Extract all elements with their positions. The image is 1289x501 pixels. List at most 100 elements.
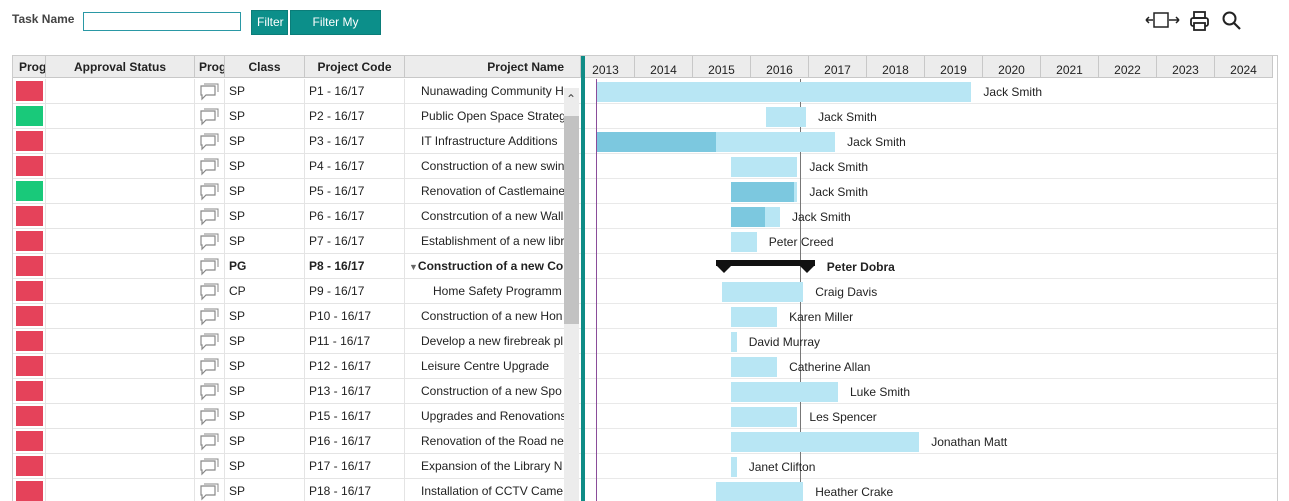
scrollbar-thumb[interactable] bbox=[564, 116, 579, 324]
project-name-cell[interactable]: Establishment of a new libr bbox=[405, 229, 581, 254]
comment-icon[interactable] bbox=[198, 257, 220, 277]
pane-splitter[interactable] bbox=[581, 56, 585, 501]
col-header-prog[interactable]: Prog bbox=[195, 56, 225, 77]
table-row[interactable]: SP P6 - 16/17 Constrcution of a new Wall bbox=[13, 204, 581, 229]
project-name-cell[interactable]: Develop a new firebreak pl bbox=[405, 329, 581, 354]
task-bar[interactable] bbox=[765, 107, 807, 127]
comment-icon[interactable] bbox=[198, 332, 220, 352]
table-row[interactable]: SP P2 - 16/17 Public Open Space Strateg bbox=[13, 104, 581, 129]
comment-cell bbox=[195, 204, 225, 229]
project-name-text: Construction of a new swin bbox=[421, 159, 565, 173]
task-bar[interactable] bbox=[730, 407, 798, 427]
col-header-project-name[interactable]: Project Name bbox=[405, 56, 581, 77]
comment-icon[interactable] bbox=[198, 157, 220, 177]
task-owner-label: Peter Creed bbox=[768, 235, 834, 249]
expand-icon[interactable] bbox=[1145, 10, 1180, 32]
table-row[interactable]: SP P1 - 16/17 Nunawading Community H bbox=[13, 79, 581, 104]
status-swatch bbox=[16, 406, 43, 426]
task-bar[interactable] bbox=[730, 382, 838, 402]
project-name-cell[interactable]: IT Infrastructure Additions bbox=[405, 129, 581, 154]
filter-button[interactable]: Filter bbox=[251, 10, 288, 35]
task-name-input[interactable] bbox=[83, 12, 241, 31]
table-row[interactable]: PG P8 - 16/17 ▼Construction of a new Cor bbox=[13, 254, 581, 279]
status-swatch bbox=[16, 131, 43, 151]
task-bar[interactable] bbox=[730, 432, 920, 452]
task-bar[interactable] bbox=[730, 457, 737, 477]
task-bar[interactable] bbox=[722, 282, 804, 302]
table-row[interactable]: SP P5 - 16/17 Renovation of Castlemaine bbox=[13, 179, 581, 204]
comment-icon[interactable] bbox=[198, 407, 220, 427]
table-row[interactable]: SP P16 - 16/17 Renovation of the Road ne bbox=[13, 429, 581, 454]
comment-icon[interactable] bbox=[198, 382, 220, 402]
table-row[interactable]: SP P15 - 16/17 Upgrades and Renovations bbox=[13, 404, 581, 429]
project-name-cell[interactable]: Construction of a new Spo bbox=[405, 379, 581, 404]
col-header-class[interactable]: Class bbox=[225, 56, 305, 77]
progress-cell bbox=[13, 304, 46, 329]
comment-cell bbox=[195, 454, 225, 479]
table-row[interactable]: SP P4 - 16/17 Construction of a new swin bbox=[13, 154, 581, 179]
project-name-cell[interactable]: Home Safety Programm bbox=[405, 279, 581, 304]
search-icon[interactable] bbox=[1221, 10, 1245, 32]
col-header-project-code[interactable]: Project Code bbox=[305, 56, 405, 77]
project-name-cell[interactable]: Constrcution of a new Wall bbox=[405, 204, 581, 229]
col-header-approval-status[interactable]: Approval Status bbox=[46, 56, 195, 77]
project-name-cell[interactable]: Renovation of the Road ne bbox=[405, 429, 581, 454]
task-bar[interactable] bbox=[730, 307, 778, 327]
table-row[interactable]: SP P13 - 16/17 Construction of a new Spo bbox=[13, 379, 581, 404]
print-icon[interactable] bbox=[1189, 10, 1213, 32]
comment-icon[interactable] bbox=[198, 307, 220, 327]
comment-icon[interactable] bbox=[198, 357, 220, 377]
comment-icon[interactable] bbox=[198, 107, 220, 127]
task-bar[interactable] bbox=[730, 182, 798, 202]
table-row[interactable]: SP P3 - 16/17 IT Infrastructure Addition… bbox=[13, 129, 581, 154]
table-row[interactable]: SP P10 - 16/17 Construction of a new Hon bbox=[13, 304, 581, 329]
status-swatch bbox=[16, 106, 43, 126]
project-name-cell[interactable]: Public Open Space Strateg bbox=[405, 104, 581, 129]
project-name-cell[interactable]: Construction of a new Hon bbox=[405, 304, 581, 329]
task-bar[interactable] bbox=[730, 232, 757, 252]
project-name-cell[interactable]: Expansion of the Library N bbox=[405, 454, 581, 479]
table-row[interactable]: CP P9 - 16/17 Home Safety Programm bbox=[13, 279, 581, 304]
approval-status-cell bbox=[46, 254, 195, 279]
task-bar[interactable] bbox=[730, 207, 780, 227]
vertical-scrollbar[interactable]: ⌃ bbox=[564, 88, 579, 501]
table-row[interactable]: SP P17 - 16/17 Expansion of the Library … bbox=[13, 454, 581, 479]
table-row[interactable]: SP P12 - 16/17 Leisure Centre Upgrade bbox=[13, 354, 581, 379]
progress-cell bbox=[13, 204, 46, 229]
col-header-progress[interactable]: Prog bbox=[13, 56, 46, 77]
group-marker-icon bbox=[798, 265, 815, 273]
task-bar[interactable] bbox=[597, 82, 972, 102]
scroll-up-icon[interactable]: ⌃ bbox=[566, 92, 577, 106]
comment-icon[interactable] bbox=[198, 432, 220, 452]
comment-icon[interactable] bbox=[198, 282, 220, 302]
comment-icon[interactable] bbox=[198, 207, 220, 227]
project-name-cell[interactable]: Nunawading Community H bbox=[405, 79, 581, 104]
project-name-text: Construction of a new Cor bbox=[417, 259, 568, 273]
comment-icon[interactable] bbox=[198, 482, 220, 501]
year-header-2020: 2020 bbox=[983, 56, 1041, 78]
comment-icon[interactable] bbox=[198, 132, 220, 152]
task-bar[interactable] bbox=[730, 357, 778, 377]
comment-cell bbox=[195, 429, 225, 454]
task-bar[interactable] bbox=[716, 482, 804, 501]
project-name-cell[interactable]: ▼Construction of a new Cor bbox=[405, 254, 581, 279]
project-name-cell[interactable]: Leisure Centre Upgrade bbox=[405, 354, 581, 379]
comment-icon[interactable] bbox=[198, 82, 220, 102]
project-name-text: IT Infrastructure Additions bbox=[421, 134, 558, 148]
collapse-caret-icon[interactable]: ▼ bbox=[409, 262, 418, 272]
comment-icon[interactable] bbox=[198, 457, 220, 477]
project-name-cell[interactable]: Construction of a new swin bbox=[405, 154, 581, 179]
task-bar[interactable] bbox=[597, 132, 836, 152]
table-row[interactable]: SP P7 - 16/17 Establishment of a new lib… bbox=[13, 229, 581, 254]
task-bar[interactable] bbox=[730, 332, 737, 352]
project-name-cell[interactable]: Installation of CCTV Came bbox=[405, 479, 581, 501]
filter-my-tasks-button[interactable]: Filter My Tasks bbox=[290, 10, 381, 52]
comment-icon[interactable] bbox=[198, 232, 220, 252]
table-row[interactable]: SP P18 - 16/17 Installation of CCTV Came bbox=[13, 479, 581, 501]
group-summary-bar[interactable] bbox=[716, 260, 815, 266]
project-name-cell[interactable]: Upgrades and Renovations bbox=[405, 404, 581, 429]
comment-icon[interactable] bbox=[198, 182, 220, 202]
table-row[interactable]: SP P11 - 16/17 Develop a new firebreak p… bbox=[13, 329, 581, 354]
project-name-cell[interactable]: Renovation of Castlemaine bbox=[405, 179, 581, 204]
task-bar[interactable] bbox=[730, 157, 798, 177]
